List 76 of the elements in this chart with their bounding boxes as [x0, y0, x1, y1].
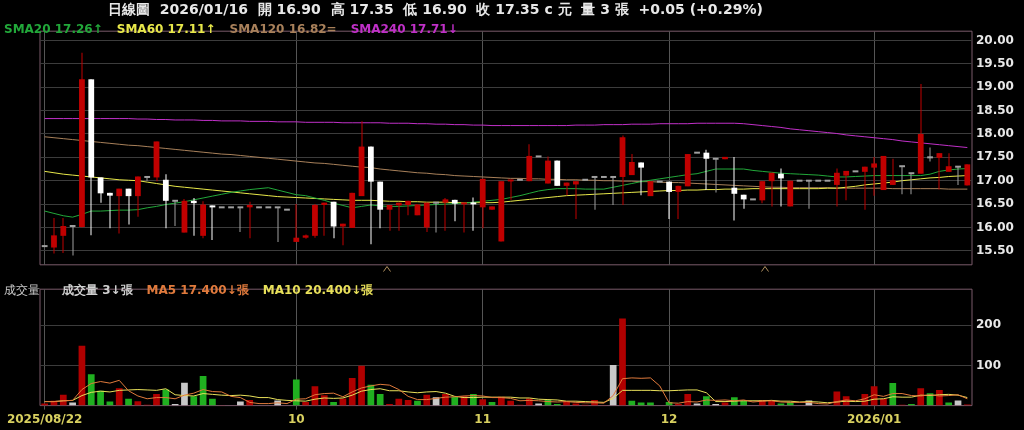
y-tick-label: 19.50 — [976, 56, 1014, 71]
bar — [181, 382, 188, 406]
candlestick — [256, 206, 262, 209]
y-tick-label: 100 — [976, 357, 1002, 372]
y-tick-label: 16.50 — [976, 196, 1014, 211]
candlestick — [955, 165, 961, 185]
candlestick — [218, 206, 225, 209]
text: MA10 20.400↓張 — [262, 282, 374, 299]
y-tick-label: 17.50 — [976, 149, 1014, 164]
candlestick — [573, 181, 579, 220]
x-tick-label: 12 — [660, 411, 678, 426]
y-tick-label: 200 — [976, 317, 1002, 332]
candlestick — [656, 180, 663, 183]
candlestick — [806, 179, 812, 209]
bar — [69, 402, 76, 406]
candlestick — [190, 197, 197, 236]
candlestick — [582, 178, 589, 181]
candlestick — [69, 225, 76, 256]
candlestick — [228, 206, 234, 209]
bar — [376, 393, 384, 406]
candlestick — [899, 165, 905, 195]
candlestick — [237, 206, 244, 233]
y-tick-label: 17.00 — [976, 172, 1014, 187]
candlestick — [433, 201, 439, 233]
candlestick — [246, 201, 253, 239]
text: SMA60 17.11↑ — [116, 22, 216, 36]
candlestick — [274, 206, 281, 242]
candlestick — [321, 202, 328, 236]
bar — [209, 398, 216, 406]
candlestick — [41, 245, 48, 248]
y-tick-label: 19.00 — [976, 79, 1014, 94]
bar — [395, 398, 403, 406]
bar — [115, 388, 123, 406]
y-tick-label: 18.00 — [976, 126, 1014, 141]
chart-title: 成交量 — [4, 282, 40, 299]
bar — [479, 399, 487, 406]
x-tick-label: 11 — [474, 411, 492, 426]
text: SMA240 17.71↓ — [350, 22, 458, 36]
bar — [190, 396, 198, 406]
candlestick — [610, 175, 617, 205]
bar — [292, 379, 300, 406]
candlestick — [750, 198, 756, 201]
candlestick — [815, 179, 822, 182]
bar — [125, 398, 132, 406]
candlestick — [507, 179, 514, 200]
candlestick — [470, 197, 477, 231]
candlestick — [461, 202, 467, 233]
y-tick-label: 16.00 — [976, 219, 1014, 234]
candlestick — [712, 157, 719, 193]
y-tick-label: 15.50 — [976, 242, 1014, 257]
bar — [451, 396, 459, 406]
y-tick-label: 20.00 — [976, 32, 1014, 47]
text: SMA20 17.26↑ — [4, 22, 103, 36]
candlestick — [694, 151, 700, 154]
bar — [619, 318, 626, 406]
x-tick-label: 2026/01 — [846, 411, 902, 426]
text: MA5 17.400↓張 — [146, 282, 249, 299]
bar — [945, 402, 953, 406]
bar — [97, 390, 104, 406]
x-tick-label: 10 — [287, 411, 305, 426]
text: SMA120 16.82= — [229, 22, 337, 36]
bar — [647, 402, 654, 406]
bar — [917, 388, 925, 406]
candlestick — [517, 178, 523, 181]
x-tick-label: 2025/08/22 — [6, 411, 83, 426]
bar — [609, 365, 617, 406]
chart-title: 日線圖 2026/01/16 開 16.90 高 17.35 低 16.90 收 17.35 c 元 量 3 張 +0.05 (+0.29%) — [108, 1, 763, 19]
candlestick — [172, 199, 179, 227]
bar — [87, 374, 95, 406]
candlestick — [600, 175, 607, 178]
bar — [358, 365, 365, 406]
text: 成交量 3↓張 — [62, 282, 133, 299]
y-tick-label: 18.50 — [976, 102, 1014, 117]
candlestick — [535, 155, 542, 158]
candlestick — [284, 208, 290, 211]
candlestick — [265, 206, 272, 209]
